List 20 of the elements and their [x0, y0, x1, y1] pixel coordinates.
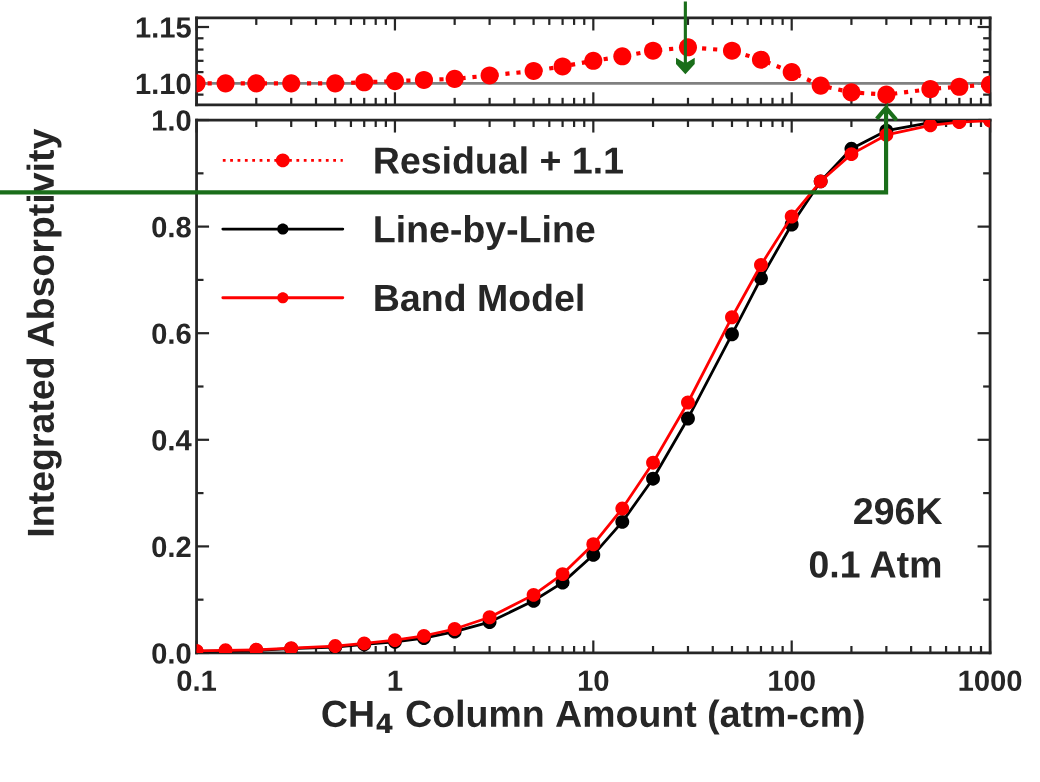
y-tick-label: 0.8 — [152, 216, 191, 238]
annotation: 0.1 Atm — [809, 551, 941, 578]
y-tick-label: 0.2 — [152, 536, 191, 558]
legend-label: Residual + 1.1 — [375, 146, 623, 174]
y-tick-label: 0.6 — [152, 323, 191, 345]
y-tick-label: 1.15 — [136, 17, 191, 38]
annotation: 296K — [854, 497, 943, 525]
x-tick-label: 1000 — [959, 670, 1022, 692]
legend-label: Line-by-Line — [375, 214, 595, 250]
x-tick-label: 100 — [769, 670, 815, 692]
y-axis-title: Integrated Absorptivity — [26, 128, 62, 536]
legend-label: Band Model — [375, 283, 583, 312]
y-tick-label: 0.4 — [152, 430, 192, 451]
y-tick-label: 1.0 — [152, 110, 191, 131]
y-tick-label: 0.0 — [152, 643, 191, 664]
y-tick-label: 1.10 — [136, 73, 191, 95]
x-tick-label: 1 — [388, 670, 403, 691]
x-axis-title: CH$_{4}$ Column Amount (atm-cm) — [322, 699, 864, 735]
x-tick-label: 10 — [578, 670, 609, 692]
x-tick-label: 0.1 — [177, 670, 217, 692]
